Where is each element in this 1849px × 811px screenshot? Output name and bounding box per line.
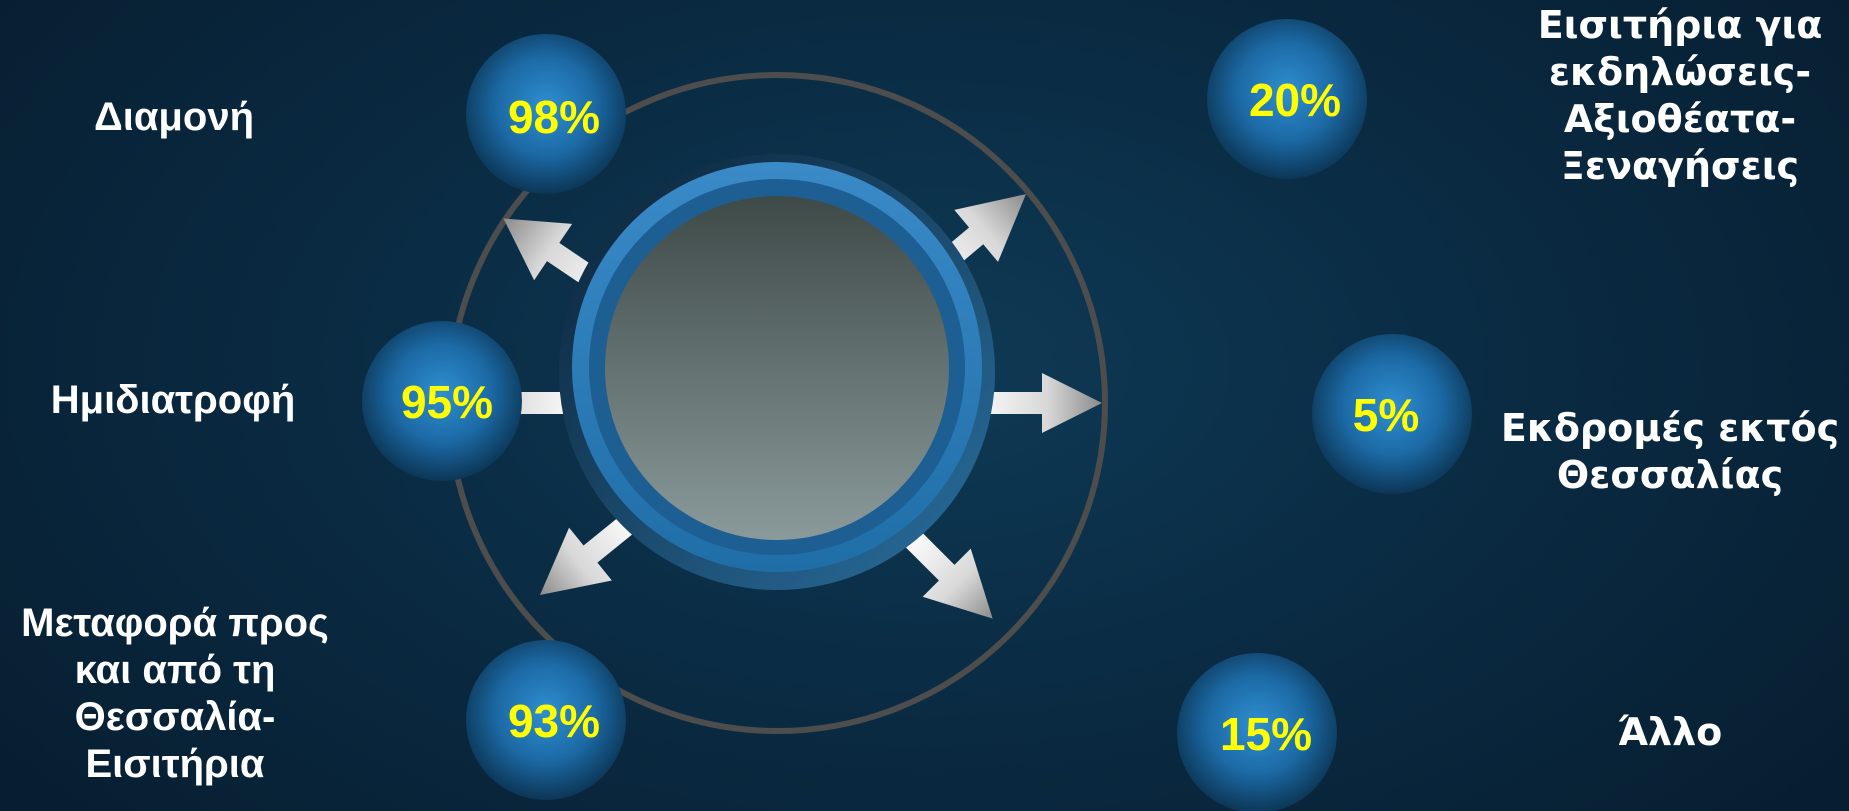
label-excursions-line-1: Εκδρομές εκτός xyxy=(1500,406,1840,450)
percent-other: 15% xyxy=(1219,708,1313,760)
bubble-excursions xyxy=(1312,334,1472,494)
label-accommodation: Διαμονή xyxy=(93,95,255,139)
label-other: Άλλο xyxy=(1617,710,1723,754)
label-tickets-line-3: Αξιοθέατα- xyxy=(1563,97,1797,141)
percent-transport: 93% xyxy=(507,695,601,747)
label-half-board: Ημιδιατροφή xyxy=(50,378,296,422)
arrow-excursions xyxy=(965,373,1102,433)
label-tickets: Εισιτήρια για εκδηλώσεις- Αξιοθέατα- Ξεν… xyxy=(1510,2,1849,190)
label-transport-line-2: και από τη xyxy=(74,648,276,692)
label-excursions: Εκδρομές εκτός Θεσσαλίας xyxy=(1495,405,1845,499)
bubble-other xyxy=(1177,653,1337,811)
label-tickets-line-4: Ξεναγήσεις xyxy=(1560,144,1800,188)
label-tickets-line-1: Εισιτήρια για xyxy=(1537,3,1823,47)
label-transport-line-4: Εισιτήρια xyxy=(85,742,265,786)
label-excursions-line-2: Θεσσαλίας xyxy=(1556,453,1784,497)
bubble-accommodation xyxy=(466,34,626,194)
arrow-transport xyxy=(539,507,645,595)
bubble-transport xyxy=(466,640,626,800)
percent-excursions: 5% xyxy=(1352,389,1420,441)
label-transport-line-3: Θεσσαλία- xyxy=(74,695,276,739)
percent-half-board: 95% xyxy=(400,376,494,428)
percent-accommodation: 98% xyxy=(507,91,601,143)
bubble-half-board xyxy=(362,321,522,481)
arrow-other xyxy=(900,526,993,619)
central-hub xyxy=(559,154,995,590)
label-tickets-line-2: εκδηλώσεις- xyxy=(1548,50,1812,94)
label-transport-line-1: Μεταφορά προς xyxy=(21,601,329,645)
label-transport: Μεταφορά προς και από τη Θεσσαλία- Εισιτ… xyxy=(0,600,350,788)
bubble-tickets xyxy=(1207,19,1367,179)
percent-tickets: 20% xyxy=(1248,74,1342,126)
